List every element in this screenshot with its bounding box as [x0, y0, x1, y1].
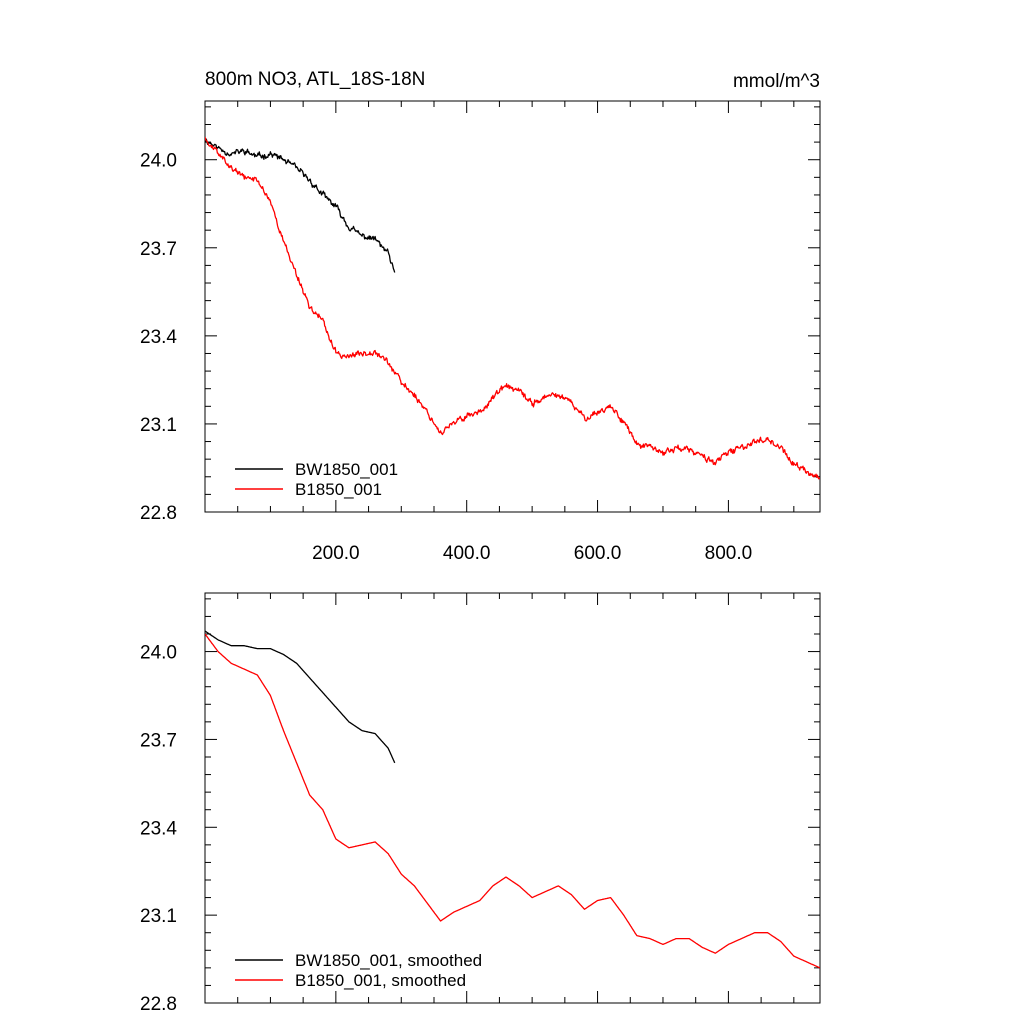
- y-tick-label: 22.8: [140, 503, 177, 524]
- bottom-panel: 22.8 23.1 23.4 23.7 24.0 BW1850_001, smoothed…: [140, 592, 821, 1015]
- x-tick-label: 600.0: [574, 543, 622, 564]
- plot-frame: [204, 592, 821, 1004]
- series-line-b1850: [205, 136, 820, 480]
- series-line-b1850: [205, 633, 820, 969]
- top-panel: 22.8 23.1 23.4 23.7 24.0 200.0 400.0 600.0 800.0…: [140, 100, 821, 564]
- legend-label: BW1850_001, smoothed: [295, 951, 482, 970]
- plot-frame: [204, 100, 821, 513]
- series-line-bw1850: [205, 138, 396, 273]
- chart-title: 800m NO3, ATL_18S-18N: [205, 69, 425, 90]
- y-tick-label: 24.0: [140, 643, 177, 664]
- series-line-bw1850: [205, 630, 396, 764]
- x-tick-label: 200.0: [312, 543, 360, 564]
- y-tick-label: 23.1: [140, 906, 177, 927]
- y-tick-label: 24.0: [140, 151, 177, 172]
- chart-units: mmol/m^3: [733, 71, 820, 92]
- legend-label: B1850_001, smoothed: [295, 971, 466, 990]
- y-tick-label: 23.7: [140, 730, 177, 751]
- legend-label: BW1850_001: [295, 460, 398, 479]
- y-tick-label: 23.7: [140, 239, 177, 260]
- y-tick-label: 23.4: [140, 818, 177, 839]
- x-tick-label: 800.0: [705, 543, 753, 564]
- y-tick-label: 23.1: [140, 415, 177, 436]
- y-tick-label: 23.4: [140, 327, 177, 348]
- legend-label: B1850_001: [295, 480, 382, 499]
- x-tick-label: 400.0: [443, 543, 491, 564]
- y-tick-label: 22.8: [140, 994, 177, 1015]
